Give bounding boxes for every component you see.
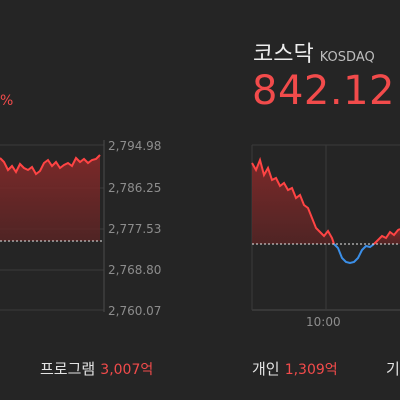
kosdaq-panel[interactable]: 코스닥 KOSDAQ 842.12 10:00 개인 1,	[230, 0, 400, 400]
kosdaq-chart	[251, 144, 400, 311]
kospi-y-tick: 2,760.07	[108, 304, 162, 318]
kosdaq-title: 코스닥	[253, 42, 314, 67]
kosdaq-x-tick: 10:00	[306, 315, 341, 329]
kospi-y-tick: 2,786.25	[108, 181, 162, 195]
kosdaq-price: 842.12	[252, 68, 395, 114]
kospi-chart	[0, 140, 105, 312]
kosdaq-line-up-right	[373, 228, 400, 245]
kosdaq-line-up	[251, 156, 335, 245]
individual-unit: 억	[324, 362, 338, 378]
individual-label: 개인	[252, 360, 280, 378]
individual-value: 1,309	[284, 362, 325, 378]
program-label: 프로그램	[40, 360, 96, 378]
kospi-area	[0, 155, 100, 241]
kosdaq-subtitle: KOSDAQ	[319, 50, 375, 65]
kospi-program-trade: 프로그램 3,007억	[40, 358, 153, 379]
program-unit: 억	[140, 362, 154, 378]
kospi-y-tick: 2,777.53	[108, 222, 162, 236]
kosdaq-line-down	[333, 243, 375, 265]
kospi-line	[0, 154, 101, 176]
kospi-panel: % 2,794.98 2,786.25 2,777.53 2,768.80 2,…	[0, 93, 162, 379]
kospi-y-tick: 2,794.98	[108, 139, 162, 153]
institution-label-fragment: 기	[386, 360, 400, 378]
kospi-y-tick: 2,768.80	[108, 263, 162, 277]
kosdaq-header: 코스닥 KOSDAQ	[253, 36, 375, 68]
kosdaq-individual-trade: 개인 1,309억	[252, 358, 338, 379]
kospi-change-fragment: %	[0, 93, 14, 109]
program-value: 3,007	[100, 362, 141, 378]
